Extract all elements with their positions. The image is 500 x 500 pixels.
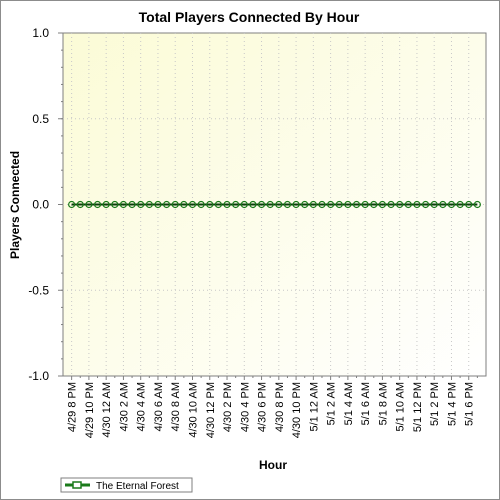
data-point <box>257 200 266 209</box>
data-point <box>102 200 110 209</box>
x-tick-label: 4/30 4 PM <box>239 382 251 432</box>
x-tick-label: 5/1 8 AM <box>377 382 389 425</box>
data-point <box>309 200 317 209</box>
data-point <box>188 200 197 209</box>
data-point <box>232 200 240 209</box>
data-point <box>301 200 309 209</box>
x-axis-label: Hour <box>259 458 287 472</box>
x-tick-label: 5/1 12 AM <box>308 382 320 432</box>
x-tick-label: 5/1 6 PM <box>464 382 476 426</box>
data-point <box>171 200 179 209</box>
x-tick-label: 5/1 2 PM <box>429 382 441 426</box>
data-point <box>473 200 481 209</box>
data-point <box>430 200 438 209</box>
data-point <box>396 200 404 209</box>
x-tick-label: 5/1 10 AM <box>395 382 407 432</box>
series-the-eternal-forest <box>68 200 481 209</box>
x-tick-label: 4/30 8 AM <box>170 382 182 432</box>
data-point <box>197 200 205 209</box>
data-point <box>93 200 102 209</box>
data-point <box>249 200 257 209</box>
data-point <box>327 200 335 209</box>
data-point <box>137 200 145 209</box>
data-point <box>413 200 421 209</box>
y-tick-label: 0.0 <box>32 198 49 212</box>
x-axis: 4/29 8 PM 4/29 10 PM 4/30 12 AM 4/30 2 AM 4/… <box>67 376 478 438</box>
x-tick-label: 4/30 2 PM <box>222 382 234 432</box>
data-point <box>378 200 387 209</box>
data-point <box>439 200 447 209</box>
x-tick-label: 4/30 12 PM <box>205 382 217 438</box>
x-tick-label: 4/30 4 AM <box>136 382 148 432</box>
y-tick-label: 0.5 <box>32 112 49 126</box>
data-point <box>180 200 188 209</box>
data-point <box>119 200 128 209</box>
data-point <box>111 200 119 209</box>
data-point <box>404 200 412 209</box>
data-point <box>266 200 274 209</box>
data-point <box>292 200 300 209</box>
legend: The Eternal Forest <box>60 477 193 493</box>
x-tick-label: 5/1 6 AM <box>360 382 372 425</box>
x-tick-label: 4/30 10 PM <box>291 382 303 438</box>
legend-marker-icon <box>65 481 90 489</box>
data-point <box>387 200 395 209</box>
x-tick-label: 4/30 12 AM <box>101 382 113 438</box>
y-tick-label: -1.0 <box>28 369 49 383</box>
data-point <box>128 200 136 209</box>
x-tick-label: 5/1 4 PM <box>446 382 458 426</box>
data-point <box>206 200 214 209</box>
x-tick-label: 4/29 8 PM <box>67 382 79 432</box>
legend-label: The Eternal Forest <box>96 481 179 492</box>
y-tick-label: 1.0 <box>32 26 49 40</box>
data-point <box>154 200 162 209</box>
data-point <box>145 200 153 209</box>
data-point <box>162 200 171 209</box>
data-point <box>214 200 222 209</box>
x-tick-label: 4/30 6 AM <box>153 382 165 432</box>
data-point <box>465 200 473 209</box>
y-tick-label: -0.5 <box>28 283 49 297</box>
data-point <box>447 200 456 209</box>
data-point <box>318 200 326 209</box>
x-tick-label: 4/30 8 PM <box>274 382 286 432</box>
data-point <box>421 200 430 209</box>
chart-title: Total Players Connected By Hour <box>139 9 360 25</box>
x-tick-label: 4/29 10 PM <box>84 382 96 438</box>
y-axis-label: Players Connected <box>8 151 22 259</box>
x-tick-label: 5/1 2 AM <box>326 382 338 425</box>
data-point <box>68 200 76 209</box>
data-point <box>456 200 464 209</box>
x-tick-label: 5/1 4 AM <box>343 382 355 425</box>
data-point <box>240 200 248 209</box>
data-point <box>283 200 292 209</box>
x-tick-label: 4/30 2 AM <box>118 382 130 432</box>
data-point <box>361 200 369 209</box>
x-tick-label: 4/30 10 AM <box>187 382 199 438</box>
y-axis: 1.0 0.5 0.0 -0.5 -1.0 <box>28 26 63 383</box>
data-point <box>275 200 283 209</box>
data-point <box>223 200 231 209</box>
data-point <box>344 200 352 209</box>
data-point <box>85 200 93 209</box>
x-tick-label: 5/1 12 PM <box>412 382 424 432</box>
legend-box <box>60 477 193 493</box>
x-tick-label: 4/30 6 PM <box>257 382 269 432</box>
data-point <box>370 200 378 209</box>
data-point <box>352 200 361 209</box>
data-point <box>335 200 343 209</box>
data-point <box>76 200 84 209</box>
